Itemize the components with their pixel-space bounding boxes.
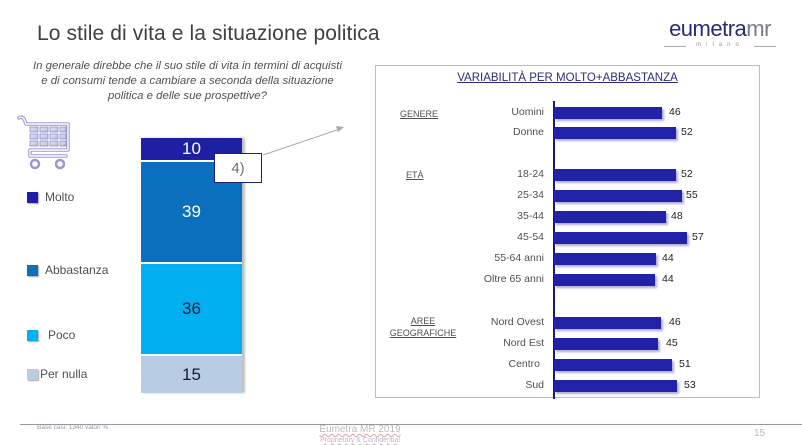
bar-35-44: [554, 211, 666, 223]
survey-question: In generale direbbe che il suo stile di …: [33, 60, 342, 102]
row-label-sud: Sud: [525, 379, 544, 391]
group-label-aree-geografiche: AREE GEOGRAFICHE: [388, 315, 458, 339]
legend-label: Poco: [48, 328, 76, 342]
row-label-nord-est: Nord Est: [503, 337, 544, 349]
page-number: 15: [754, 428, 766, 439]
logo-suffix-text: mr: [746, 16, 771, 41]
row-label-45-54: 45-54: [517, 231, 544, 243]
page-title: Lo stile di vita e la situazione politic…: [37, 22, 380, 45]
row-label-oltre-65: Oltre 65 anni: [483, 273, 544, 285]
bar-55-64: [554, 253, 656, 265]
footer-base-note: Base casi: 1340 valori %: [37, 424, 109, 431]
legend-item-abbastanza: Abbastanza: [27, 263, 108, 277]
bar-value-sud: 53: [684, 379, 696, 391]
stacked-bar: 10 39 36 15: [141, 138, 242, 393]
bar-nord-ovest: [554, 317, 661, 329]
bar-value-nord-est: 45: [666, 337, 678, 349]
panel-title: VARIABILITÀ PER MOLTO+ABBASTANZA: [457, 72, 678, 84]
eumetra-logo: eumetramr milano: [660, 18, 780, 48]
axis-line: [553, 101, 555, 399]
legend-swatch-molto: [27, 191, 38, 203]
bar-18-24: [554, 169, 676, 181]
callout-value: 4): [231, 159, 245, 177]
bar-value-55-64: 44: [662, 252, 674, 264]
bar-uomini: [554, 107, 662, 119]
bar-value-centro: 51: [679, 358, 691, 370]
logo-subtitle: milano: [660, 42, 780, 48]
logo-wordmark: eumetramr: [660, 18, 780, 40]
logo-main-text: eumetra: [669, 16, 747, 41]
bar-value-uomini: 46: [669, 106, 681, 118]
segment-poco: 36: [141, 264, 242, 356]
legend-label: Per nulla: [40, 367, 88, 381]
group-label-line: AREE: [410, 316, 436, 326]
group-label-line: GEOGRAFICHE: [389, 328, 457, 338]
bar-donne: [554, 127, 676, 139]
row-label-25-34: 25-34: [517, 189, 544, 201]
legend-item-molto: Molto: [27, 190, 74, 204]
segment-molto: 10: [141, 138, 242, 162]
row-label-35-44: 35-44: [517, 210, 544, 222]
legend-item-poco: Poco: [27, 328, 75, 342]
legend-swatch-per-nulla: [27, 368, 38, 380]
row-label-donne: Donne: [513, 126, 544, 138]
legend-swatch-poco: [27, 329, 38, 341]
bar-45-54: [554, 232, 687, 244]
row-label-nord-ovest: Nord Ovest: [490, 316, 544, 328]
row-label-uomini: Uomini: [511, 106, 544, 118]
legend-label: Abbastanza: [45, 263, 109, 277]
shopping-cart-icon: [17, 115, 70, 170]
bar-25-34: [554, 190, 682, 202]
legend-item-per-nulla: Per nulla: [27, 367, 87, 381]
row-label-55-64: 55-64 anni: [494, 252, 544, 264]
footer-brand-line2: Proprietary & Confidential: [320, 437, 400, 444]
bar-value-35-44: 48: [671, 210, 683, 222]
variability-panel: VARIABILITÀ PER MOLTO+ABBASTANZA GENERE …: [375, 65, 760, 399]
legend-label: Molto: [45, 190, 75, 204]
bar-value-oltre-65: 44: [662, 273, 674, 285]
group-label-eta: ETÀ: [406, 170, 424, 180]
legend-swatch-abbastanza: [27, 264, 38, 276]
bar-nord-est: [554, 338, 658, 350]
bar-sud: [554, 380, 677, 392]
row-label-18-24: 18-24: [517, 168, 544, 180]
bar-value-nord-ovest: 46: [669, 316, 681, 328]
segment-per-nulla: 15: [141, 356, 242, 393]
total-callout: 4): [214, 153, 262, 183]
footer-divider: [20, 424, 802, 425]
row-label-centro: Centro: [508, 358, 540, 370]
bar-value-25-34: 55: [686, 189, 698, 201]
bar-value-donne: 52: [681, 126, 693, 138]
bar-value-45-54: 57: [692, 231, 704, 243]
footer-brand: Eumetra MR 2019 Proprietary & Confidenti…: [300, 424, 420, 445]
group-label-genere: GENERE: [400, 109, 439, 119]
bar-centro: [554, 359, 672, 371]
bar-value-18-24: 52: [681, 168, 693, 180]
bar-oltre-65: [554, 274, 655, 286]
footer-brand-line1: Eumetra MR 2019: [319, 424, 401, 435]
